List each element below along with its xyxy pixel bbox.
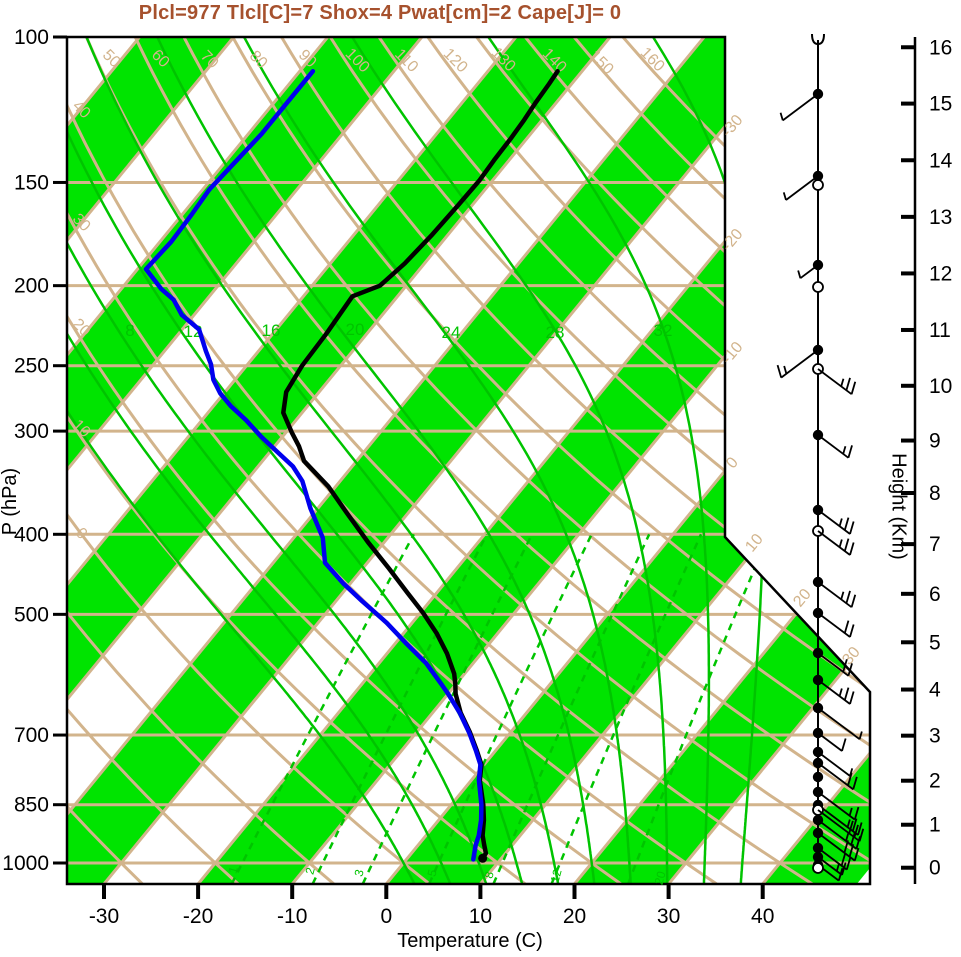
svg-text:4: 4 (929, 679, 941, 702)
svg-text:20: 20 (563, 905, 586, 928)
svg-text:5: 5 (929, 631, 941, 654)
svg-text:8: 8 (125, 321, 134, 340)
svg-text:20: 20 (790, 586, 815, 611)
svg-text:160: 160 (637, 44, 668, 75)
svg-text:28: 28 (546, 323, 565, 342)
svg-text:150: 150 (14, 171, 49, 194)
sounding-curves (143, 68, 560, 863)
svg-text:-10: -10 (277, 905, 307, 928)
svg-text:12: 12 (929, 262, 952, 285)
svg-text:16: 16 (929, 36, 952, 59)
svg-text:8: 8 (929, 482, 941, 505)
surface-point-dot (478, 853, 488, 863)
wind-barb-column (776, 33, 865, 882)
svg-text:10: 10 (742, 531, 767, 556)
svg-text:2: 2 (303, 866, 318, 876)
dewpoint-curve (143, 68, 484, 862)
svg-text:20: 20 (652, 869, 669, 886)
svg-text:10: 10 (469, 905, 492, 928)
svg-text:13: 13 (929, 206, 952, 229)
staff-top-fork-icon (811, 33, 825, 46)
svg-text:1000: 1000 (2, 852, 49, 875)
height-axis-title: Height (Km) (887, 453, 910, 560)
svg-text:1: 1 (929, 814, 941, 837)
pressure-axis-title: P (hPa) (0, 467, 22, 536)
svg-text:32: 32 (654, 321, 673, 340)
svg-text:2: 2 (929, 770, 941, 793)
svg-text:250: 250 (14, 355, 49, 378)
svg-text:3: 3 (352, 868, 367, 878)
svg-text:11: 11 (929, 319, 951, 342)
svg-text:1: 1 (226, 865, 241, 875)
chart-title: Plcl=977 Tlcl[C]=7 Shox=4 Pwat[cm]=2 Cap… (138, 2, 622, 24)
svg-text:30: 30 (657, 905, 680, 928)
svg-text:14: 14 (929, 149, 953, 172)
svg-text:40: 40 (751, 905, 774, 928)
temperature-axis-title: Temperature (C) (397, 930, 543, 952)
svg-text:0: 0 (380, 905, 392, 928)
svg-text:-30: -30 (89, 905, 119, 928)
svg-text:6: 6 (929, 583, 941, 606)
svg-text:8: 8 (482, 870, 497, 880)
svg-text:850: 850 (14, 794, 49, 817)
svg-text:3: 3 (929, 725, 941, 748)
svg-text:500: 500 (14, 603, 49, 626)
svg-text:-20: -20 (183, 905, 213, 928)
svg-text:7: 7 (929, 533, 941, 556)
plot-border (65, 35, 872, 886)
svg-text:10: 10 (929, 375, 952, 398)
svg-text:20: 20 (346, 320, 365, 339)
svg-text:100: 100 (14, 26, 49, 49)
svg-text:5: 5 (425, 868, 440, 878)
svg-text:12: 12 (548, 867, 565, 884)
svg-text:200: 200 (14, 275, 49, 298)
svg-text:15: 15 (929, 93, 952, 116)
svg-text:16: 16 (262, 321, 281, 340)
svg-text:0: 0 (929, 857, 941, 880)
svg-text:24: 24 (442, 323, 461, 342)
svg-text:700: 700 (14, 724, 49, 747)
svg-text:9: 9 (929, 430, 941, 453)
svg-text:400: 400 (14, 523, 49, 546)
svg-text:300: 300 (14, 420, 49, 443)
svg-text:120: 120 (440, 45, 471, 76)
